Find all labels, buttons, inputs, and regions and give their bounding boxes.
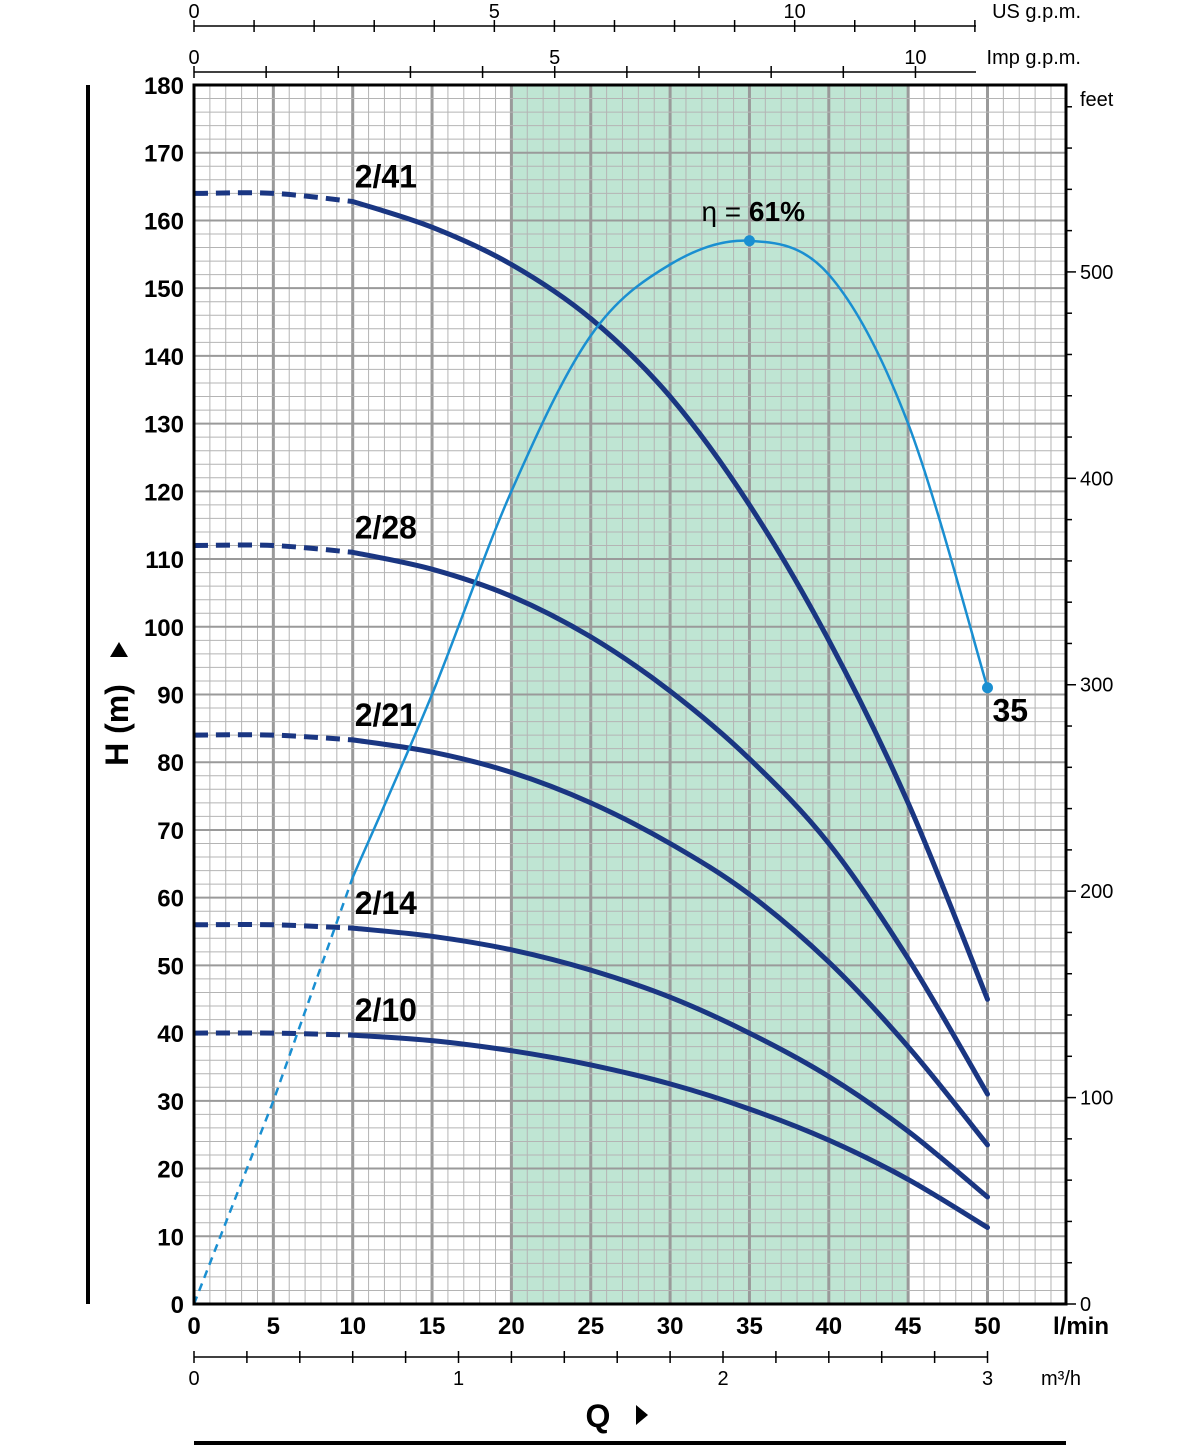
grid [194,85,1066,1304]
y-tick-label: 0 [171,1292,184,1319]
x-tick-label: 0 [187,1313,200,1340]
y-tick-label: 150 [144,276,184,303]
right-axis-unit: feet [1080,89,1114,111]
pump-curve-dashed-2-10 [193,1030,353,1038]
pump-curve-dashed-2-28 [193,542,353,555]
y-tick-label: 160 [144,208,184,235]
right-tick-label: 100 [1080,1088,1113,1110]
top-axis-tick-label: 0 [188,1,199,23]
y-tick-label: 60 [157,886,184,913]
x-tick-label: 30 [657,1313,684,1340]
y-axis-arrow-icon [110,642,128,657]
pump-curve-2-21 [350,737,990,1148]
top-axis-tick-label: 5 [549,47,560,69]
pump-curve-dashed-2-41 [193,190,353,204]
x-tick-label: 5 [267,1313,280,1340]
top-axis-tick-label: 10 [904,47,926,69]
x-tick-label: 45 [895,1313,922,1340]
x-tick-label: 20 [498,1313,525,1340]
efficiency-curve-line [351,239,989,878]
y-tick-label: 140 [144,344,184,371]
top-axis-unit: Imp g.p.m. [987,47,1081,69]
pump-curve-2-28 [350,549,990,1097]
right-tick-label: 400 [1080,468,1113,490]
y-tick-label: 130 [144,412,184,439]
top-axis-tick-label: 10 [784,1,806,23]
efficiency-label-value: 61% [749,196,805,227]
y-tick-label: 30 [157,1089,184,1116]
efficiency-curve-dashed [192,876,354,1305]
y-tick-label: 170 [144,141,184,168]
efficiency-label-prefix: η = [701,196,748,227]
efficiency-end-label: 35 [993,693,1029,729]
x-axis-title: Q [586,1398,611,1434]
top-axis-tick-label: 5 [489,1,500,23]
right-tick-label: 200 [1080,881,1113,903]
efficiency-curve [192,235,993,1305]
pump-curve-label-2-28: 2/28 [355,509,417,545]
efficiency-peak-marker [743,235,755,247]
efficiency-end-marker [982,682,993,694]
pump-curve-2-10 [350,1032,990,1230]
right-tick-label: 500 [1080,262,1113,284]
x-tick-label: 10 [339,1313,366,1340]
pump-curves [193,190,990,1230]
x-tick-label: 35 [736,1313,763,1340]
x-tick-label: 25 [577,1313,604,1340]
x-axis-arrow-icon [636,1405,648,1425]
bottom-axis-unit: m³/h [1041,1368,1081,1390]
top-axis-tick-label: 0 [188,47,199,69]
y-axis-title: H (m) [99,684,135,766]
axes: 0102030405060708090100110120130140150160… [86,1,1114,1445]
y-tick-label: 70 [157,818,184,845]
top-axis-unit: US g.p.m. [992,1,1081,23]
bottom-axis-tick-label: 1 [453,1368,464,1390]
pump-curve-dashed-2-14 [193,922,353,931]
y-tick-label: 100 [144,615,184,642]
right-tick-label: 300 [1080,675,1113,697]
y-tick-label: 10 [157,1224,184,1251]
pump-curve-label-2-21: 2/21 [355,697,417,733]
y-tick-label: 40 [157,1021,184,1048]
bottom-axis-tick-label: 3 [982,1368,993,1390]
y-tick-label: 90 [157,683,184,710]
y-tick-label: 120 [144,479,184,506]
y-tick-label: 110 [145,547,184,574]
x-tick-label: 50 [974,1313,1001,1340]
pump-curve-dashed-2-21 [193,732,353,743]
efficiency-peak-label: η = 61% [701,196,805,227]
labels: 2/41 2/28 2/21 2/14 2/10 η = 61% 35 [355,158,1028,1028]
y-tick-label: 80 [157,750,184,777]
x-tick-label: 40 [815,1313,842,1340]
bottom-axis-tick-label: 2 [717,1368,728,1390]
plot-frame [192,83,1068,1306]
y-tick-label: 180 [144,73,184,100]
pump-curve-label-2-10: 2/10 [355,992,417,1028]
x-tick-label: 15 [419,1313,446,1340]
pump-curve-2-41 [350,199,990,1002]
right-tick-label: 0 [1080,1294,1091,1316]
y-tick-label: 20 [157,1157,184,1184]
pump-curve-label-2-14: 2/14 [355,885,417,921]
pump-curve-2-14 [350,925,990,1200]
pump-curve-label-2-41: 2/41 [355,158,417,194]
y-tick-label: 50 [157,953,184,980]
bottom-axis-tick-label: 0 [188,1368,199,1390]
x-unit-label: l/min [1053,1313,1109,1340]
